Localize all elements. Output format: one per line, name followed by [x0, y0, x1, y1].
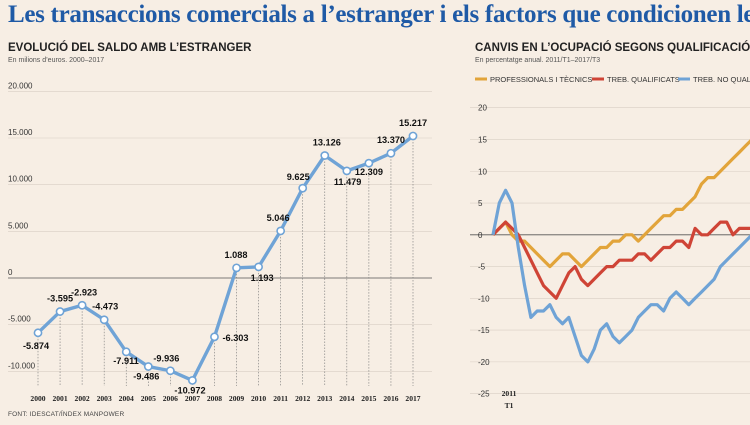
data-label-2007: -10.972 — [174, 385, 205, 395]
y-tick-label: 10 — [478, 167, 487, 176]
source-note: FONT: IDESCAT/ÍNDEX MANPOWER — [8, 411, 125, 418]
data-point-2000 — [33, 328, 43, 338]
data-label-2008: -6.303 — [222, 333, 248, 343]
x-tick-label: 2014 — [339, 394, 354, 403]
y-tick-label: 0 — [478, 231, 483, 240]
data-point-2003 — [99, 315, 109, 325]
x-tick-label: 2001 — [52, 394, 67, 403]
data-label-2016: 13.370 — [377, 135, 405, 145]
right-chart-subtitle: En percentatge anual. 2011/T1–2017/T3 — [475, 57, 601, 64]
y-tick-label: -15 — [478, 326, 490, 335]
data-point-2016 — [386, 148, 396, 158]
y-tick-label: 20 — [478, 104, 487, 113]
data-point-2015 — [364, 158, 374, 168]
x-tick-year: 2011 — [502, 389, 517, 398]
y-tick-label: 15.000 — [8, 128, 33, 137]
data-label-2014: 11.479 — [334, 177, 362, 187]
data-label-2003: -4.473 — [92, 302, 118, 312]
y-tick-label: -5 — [478, 263, 486, 272]
x-tick-label: 2007 — [185, 394, 200, 403]
x-tick-label: 2017 — [405, 394, 420, 403]
x-tick-label: 2010 — [251, 394, 266, 403]
y-tick-label: -25 — [478, 390, 490, 399]
y-tick-label: 20.000 — [8, 81, 33, 90]
left-chart-title: EVOLUCIÓ DEL SALDO AMB L’ESTRANGER — [8, 42, 252, 54]
data-label-2004: -7.911 — [113, 356, 139, 366]
data-point-2002 — [77, 300, 87, 310]
data-point-2014 — [342, 166, 352, 176]
data-point-2004 — [121, 347, 131, 357]
x-tick-label: 2002 — [75, 394, 90, 403]
data-point-2007 — [188, 376, 197, 385]
x-tick-quarter: T1 — [505, 401, 514, 410]
left-chart-subtitle: En milions d’euros. 2000–2017 — [8, 57, 105, 64]
x-tick-label: 2013 — [317, 394, 332, 403]
y-tick-label: -5.000 — [8, 315, 31, 324]
y-tick-label: 10.000 — [8, 175, 33, 184]
x-tick-label: 2004 — [119, 394, 134, 403]
data-point-2010 — [254, 262, 263, 272]
x-tick-label: 2016 — [383, 394, 398, 403]
data-point-2011 — [276, 226, 286, 236]
y-tick-label: -10 — [478, 294, 490, 303]
data-label-2002: -2.923 — [71, 287, 97, 297]
data-point-2012 — [298, 183, 308, 193]
legend-label-1: TREB. QUALIFICATS — [607, 75, 680, 84]
legend-label-2: TREB. NO QUALIFICATS — [693, 75, 750, 84]
data-point-2009 — [232, 263, 241, 273]
x-tick-label: 2000 — [30, 394, 45, 403]
series-line-2 — [491, 188, 750, 364]
x-tick-label: 2005 — [141, 394, 156, 403]
data-label-2005: -9.486 — [133, 372, 159, 382]
data-label-2000: -5.874 — [23, 341, 50, 351]
data-label-2010: 1.193 — [251, 273, 274, 283]
data-point-2017 — [408, 131, 418, 141]
data-label-2009: 1.088 — [225, 250, 248, 260]
legend-label-0: PROFESSIONALS I TÈCNICS — [490, 75, 592, 84]
x-tick-label: 2012 — [295, 394, 310, 403]
x-tick-label: 2015 — [361, 394, 376, 403]
data-point-2008 — [210, 332, 219, 342]
data-point-2001 — [55, 307, 65, 316]
data-point-2013 — [320, 151, 330, 160]
series-line-1 — [491, 220, 750, 300]
right-chart-title: CANVIS EN L’OCUPACIÓ SEGONS QUALIFICACIÓ — [475, 42, 750, 54]
y-tick-label: 0 — [8, 268, 13, 277]
y-tick-label: 15 — [478, 135, 487, 144]
x-tick-label: 2006 — [163, 394, 178, 403]
y-tick-label: -10.000 — [8, 361, 36, 370]
x-tick-label: 2011 — [273, 394, 288, 403]
x-tick-label: 2009 — [229, 394, 244, 403]
page-title: Les transaccions comercials a l’estrange… — [8, 1, 750, 28]
series-line-0 — [491, 139, 750, 269]
data-label-2017: 15.217 — [399, 118, 427, 128]
data-point-2005 — [143, 362, 153, 371]
data-label-2015: 12.309 — [355, 167, 383, 177]
y-tick-label: 5 — [478, 199, 483, 208]
data-label-2012: 9.625 — [287, 172, 310, 182]
data-label-2006: -9.936 — [153, 354, 179, 364]
data-label-2011: 5.046 — [267, 213, 290, 223]
data-label-2001: -3.595 — [47, 294, 73, 304]
x-tick-label: 2008 — [207, 394, 222, 403]
data-point-2006 — [165, 366, 175, 376]
data-label-2013: 13.126 — [313, 137, 341, 147]
y-tick-label: 5.000 — [8, 221, 29, 230]
y-tick-label: -20 — [478, 358, 490, 367]
x-tick-label: 2003 — [97, 394, 112, 403]
